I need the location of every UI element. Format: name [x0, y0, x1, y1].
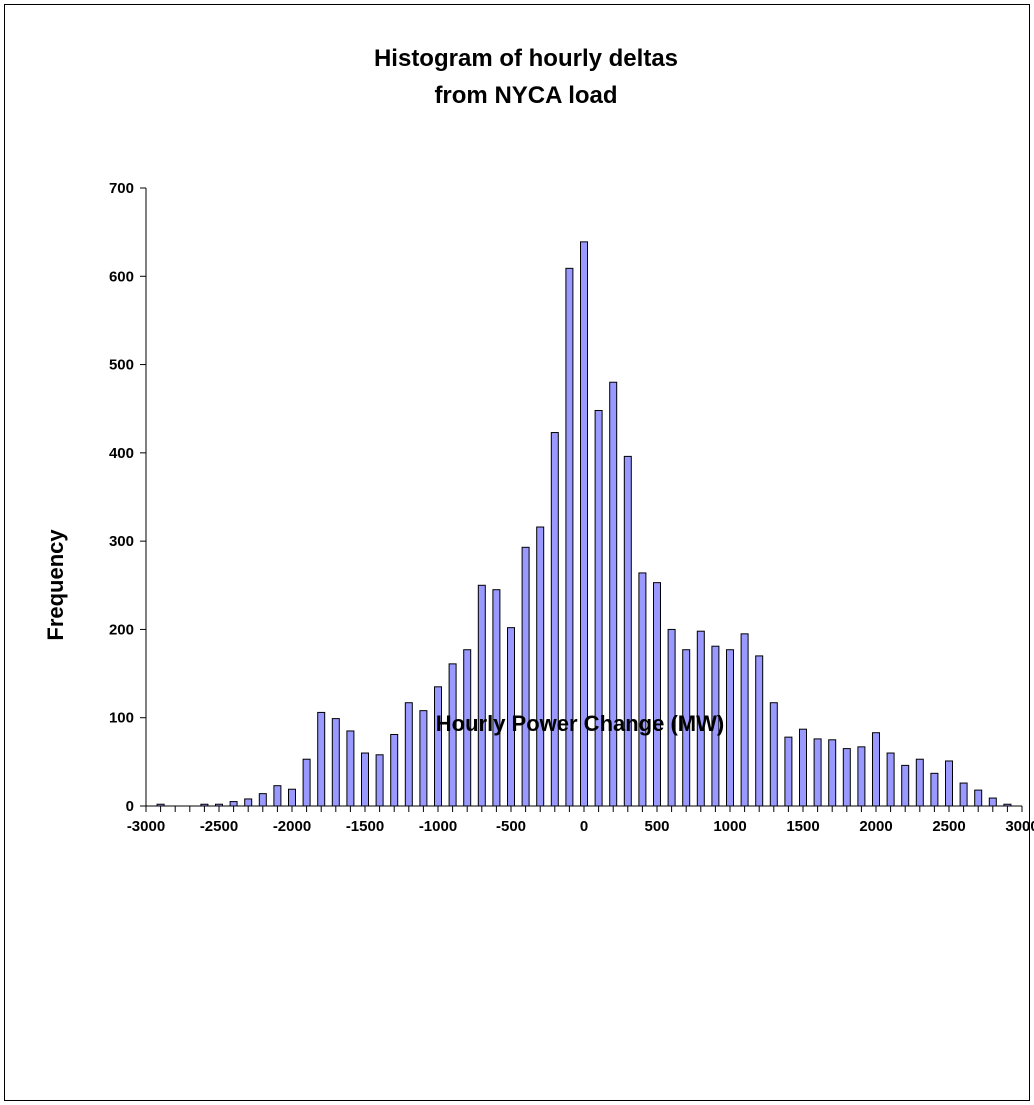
y-tick-label: 600: [109, 268, 134, 285]
x-tick-label: 3000: [1005, 818, 1034, 835]
histogram-bar: [331, 718, 340, 807]
histogram-bar: [828, 739, 837, 807]
histogram-bar: [317, 711, 326, 807]
histogram-bar: [813, 738, 822, 807]
bars-group: [156, 241, 1012, 807]
histogram-bar: [784, 736, 793, 807]
histogram-bar: [375, 754, 384, 807]
x-axis-title: Hourly Power Change (MW): [436, 711, 724, 736]
histogram-bar: [653, 582, 661, 807]
histogram-bar: [492, 589, 501, 807]
x-tick-label: -3000: [127, 818, 165, 835]
histogram-bar: [609, 381, 618, 807]
histogram-bar: [915, 758, 924, 807]
histogram-bar: [740, 633, 749, 807]
y-tick-labels: 0 100 200 300 400 500 600 700: [109, 180, 134, 815]
x-tick-label: 2000: [859, 818, 892, 835]
histogram-bar: [755, 655, 764, 807]
histogram-bar: [390, 733, 399, 807]
histogram-bar: [623, 455, 632, 807]
x-tick-label: -500: [496, 818, 526, 835]
histogram-bar: [477, 584, 486, 807]
histogram-bar: [769, 702, 778, 807]
x-tick-label: -1000: [419, 818, 457, 835]
y-tick-label: 500: [109, 357, 134, 374]
histogram-bar: [872, 732, 880, 807]
histogram-bar: [638, 572, 647, 807]
histogram-bar: [346, 730, 355, 807]
histogram-bar: [419, 710, 428, 807]
histogram-bar: [536, 526, 545, 807]
x-tick-label: -2500: [200, 818, 238, 835]
histogram-bar: [229, 801, 238, 807]
histogram-bar: [273, 785, 282, 807]
x-tick-label: -1500: [346, 818, 384, 835]
histogram-bar: [288, 788, 296, 807]
histogram-bar: [799, 728, 807, 807]
x-tick-label: 1500: [786, 818, 819, 835]
histogram-bar: [404, 702, 413, 807]
chart-frame: [4, 4, 1030, 1101]
histogram-bar: [959, 782, 968, 807]
histogram-bar: [842, 748, 851, 807]
y-tick-label: 200: [109, 621, 134, 638]
histogram-bar: [258, 793, 267, 807]
y-tick-label: 300: [109, 533, 134, 550]
histogram-bar: [886, 752, 895, 807]
histogram-bar: [550, 432, 559, 807]
histogram-bar: [521, 546, 530, 807]
histogram-bar: [594, 409, 603, 807]
histogram-bar: [930, 772, 939, 807]
axes-group: [140, 187, 1023, 812]
histogram-bar: [726, 649, 734, 807]
y-axis-title: Frequency: [43, 529, 68, 641]
chart-title-line-2: from NYCA load: [434, 82, 617, 109]
y-tick-label: 0: [126, 798, 134, 815]
histogram-bar: [302, 758, 311, 807]
x-tick-label: 0: [580, 818, 588, 835]
y-tick-label: 700: [109, 180, 134, 197]
histogram-bar: [361, 752, 369, 807]
x-tick-label: -2000: [273, 818, 311, 835]
x-tick-label: 1000: [713, 818, 746, 835]
histogram-bar: [945, 760, 953, 807]
histogram-bar: [974, 789, 983, 807]
x-tick-label: 2500: [932, 818, 965, 835]
y-tick-label: 100: [109, 710, 134, 727]
histogram-bar: [988, 797, 997, 807]
x-tick-label: 500: [644, 818, 669, 835]
histogram-bar: [244, 798, 253, 807]
histogram-bar: [901, 764, 910, 807]
y-tick-label: 400: [109, 445, 134, 462]
histogram-bar: [434, 686, 442, 807]
histogram-bar: [857, 746, 866, 807]
chart-title-line-1: Histogram of hourly deltas: [374, 45, 678, 72]
x-tick-labels: -3000 -2500 -2000 -1500 -1000 -500 0 500 1000 150…: [127, 818, 1034, 835]
